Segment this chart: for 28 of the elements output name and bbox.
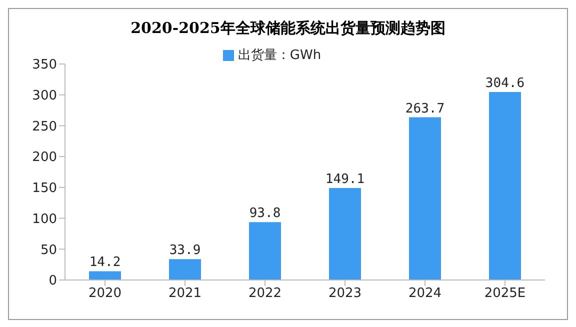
data-label: 93.8 [249, 206, 281, 222]
bar [89, 271, 121, 280]
y-tick-label: 50 [40, 242, 57, 258]
bar [249, 222, 281, 280]
x-tick-label: 2022 [248, 286, 282, 302]
y-tick-label: 150 [32, 181, 57, 196]
bar [489, 92, 521, 280]
legend-label: 出货量：GWh [238, 48, 322, 63]
bar [329, 188, 361, 280]
x-tick-label: 2020 [88, 286, 122, 302]
x-tick-label: 2021 [168, 286, 202, 302]
y-tick-label: 0 [48, 274, 57, 289]
data-label: 304.6 [485, 76, 525, 92]
x-tick-label: 2024 [408, 286, 442, 302]
y-tick-label: 300 [32, 88, 57, 104]
y-tick-label: 100 [32, 212, 57, 227]
y-tick-label: 200 [32, 150, 57, 166]
bar [169, 259, 201, 280]
data-label: 33.9 [169, 243, 201, 258]
data-label: 149.1 [325, 172, 365, 187]
bar [409, 117, 441, 280]
x-tick-label: 2025E [484, 286, 526, 302]
y-tick-label: 350 [32, 58, 57, 73]
chart-title: 2020-2025年全球储能系统出货量预测趋势图 [130, 19, 446, 38]
data-label: 263.7 [405, 101, 445, 116]
y-tick-label: 250 [32, 119, 57, 134]
data-label: 14.2 [89, 255, 121, 270]
x-tick-label: 2023 [328, 286, 362, 302]
